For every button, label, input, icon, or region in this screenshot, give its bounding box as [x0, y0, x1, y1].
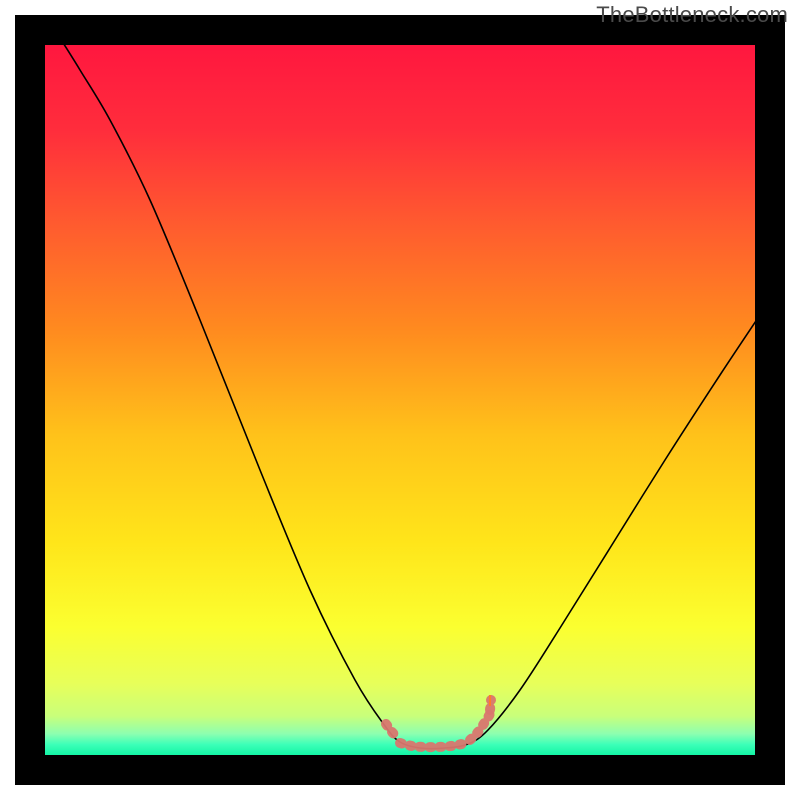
watermark-text: TheBottleneck.com — [596, 2, 788, 28]
gradient-background — [45, 45, 755, 755]
chart-svg — [0, 0, 800, 800]
chart-frame: TheBottleneck.com — [0, 0, 800, 800]
salmon-bottom — [400, 743, 462, 747]
